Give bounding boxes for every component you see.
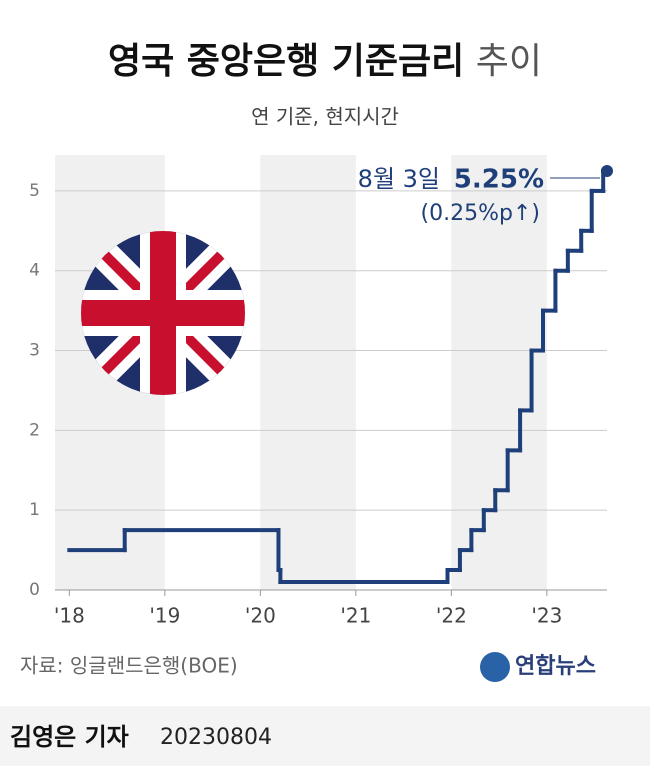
logo-icon	[480, 652, 510, 682]
y-tick-label: 0	[29, 580, 40, 600]
byline: 김영은 기자	[10, 723, 129, 751]
y-tick-label: 1	[29, 500, 40, 520]
annotation-change: (0.25%p↑)	[421, 201, 540, 226]
uk-flag	[81, 231, 245, 395]
x-tick-label: '20	[245, 604, 276, 628]
x-tick-label: '23	[531, 604, 562, 628]
y-tick-label: 4	[29, 261, 40, 281]
annotation-date: 8월 3일	[358, 165, 440, 193]
year-band	[355, 155, 452, 590]
x-tick-label: '18	[54, 604, 85, 628]
x-tick-label: '22	[436, 604, 467, 628]
date: 20230804	[160, 725, 272, 750]
y-tick-label: 5	[29, 181, 40, 201]
logo: 연합뉴스	[515, 653, 596, 679]
year-band	[546, 155, 607, 590]
footer-bg	[0, 706, 650, 766]
annotation-value: 5.25%	[454, 165, 544, 195]
end-point	[601, 164, 613, 177]
x-tick-label: '19	[149, 604, 180, 628]
chart-title: 영국 중앙은행 기준금리 추이	[108, 41, 542, 82]
y-tick-label: 2	[29, 420, 40, 440]
y-tick-label: 3	[29, 341, 40, 361]
subtitle: 연 기준, 현지시간	[251, 105, 399, 129]
title-sub: 추이	[476, 41, 542, 82]
source: 자료: 잉글랜드은행(BOE)	[20, 654, 238, 678]
title-main: 영국 중앙은행 기준금리	[108, 41, 464, 82]
plot-background	[55, 155, 607, 590]
x-tick-label: '21	[340, 604, 371, 628]
